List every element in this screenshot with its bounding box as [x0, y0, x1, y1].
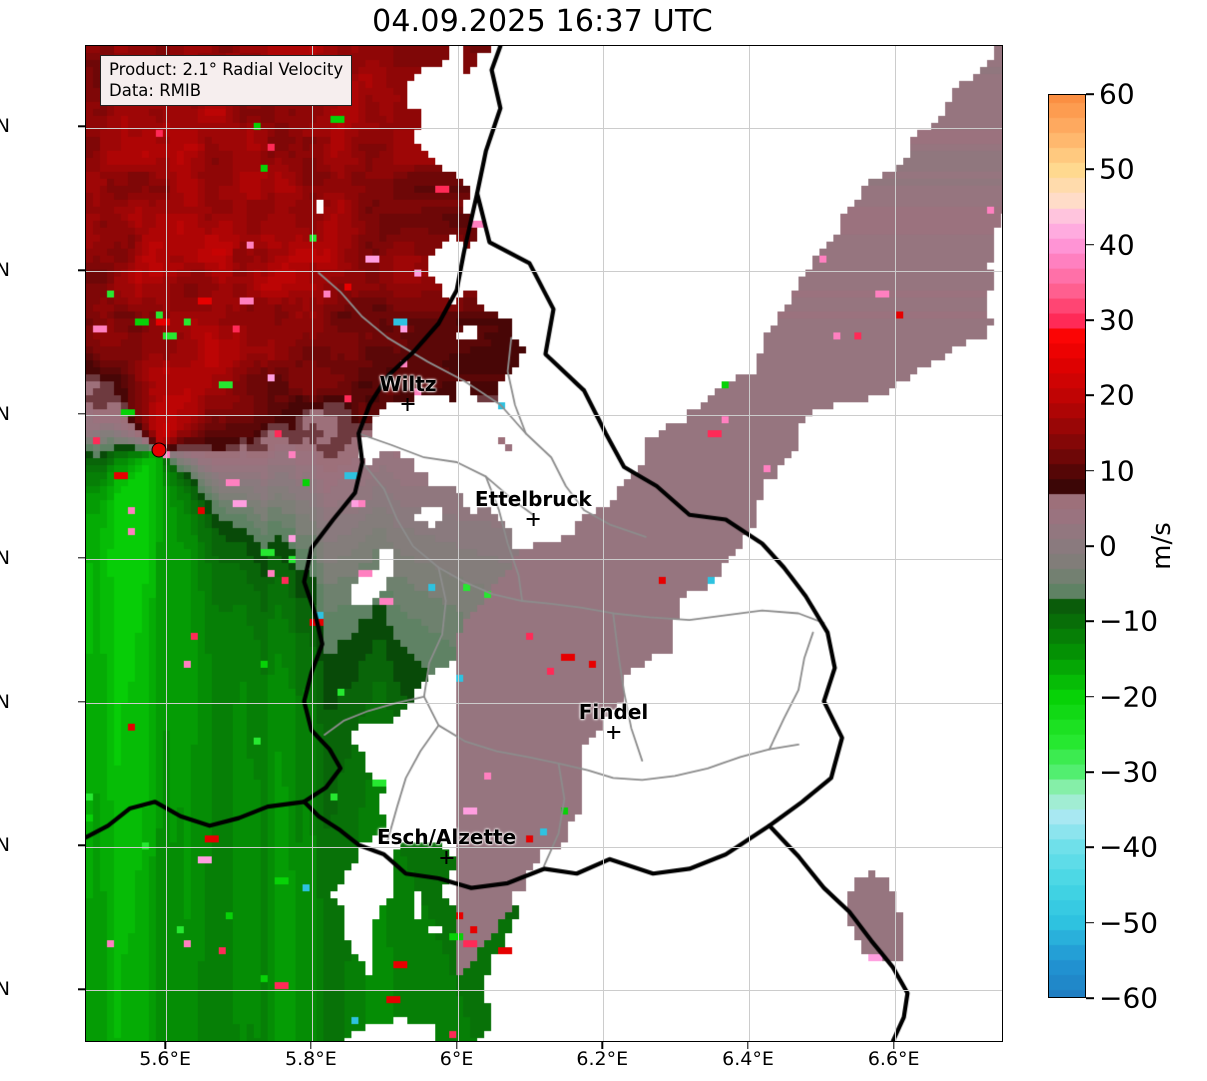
colorbar-tick-mark: [1086, 93, 1094, 95]
colorbar-tick-label: −60: [1099, 981, 1159, 1015]
ytick-label: 49.8°N: [0, 546, 10, 569]
ytick-mark: [78, 269, 85, 271]
ytick-mark: [78, 557, 85, 559]
ytick-label: 49.95°N: [0, 403, 10, 426]
colorbar-tick-mark: [1086, 243, 1094, 246]
ytick-label: 49.65°N: [0, 690, 10, 713]
page-title: 04.09.2025 16:37 UTC: [372, 4, 713, 39]
colorbar-tick-mark: [1086, 846, 1094, 849]
colorbar-tick-label: 0: [1099, 529, 1117, 563]
colorbar-tick-mark: [1086, 771, 1094, 773]
colorbar-gradient: [1049, 95, 1085, 997]
info-data-line: Data: RMIB: [109, 81, 202, 101]
colorbar-tick-mark: [1086, 394, 1094, 397]
info-box: Product: 2.1° Radial Velocity Data: RMIB: [100, 55, 353, 107]
colorbar-tick-mark: [1086, 695, 1094, 698]
colorbar-tick-label: −10: [1099, 604, 1159, 638]
ytick-label: 49.5°N: [0, 834, 10, 857]
colorbar-tick-mark: [1086, 168, 1094, 171]
ytick-label: 50.25°N: [0, 115, 10, 138]
colorbar-tick-mark: [1086, 620, 1094, 623]
colorbar-unit-label: m/s: [1147, 522, 1177, 570]
colorbar-tick-label: 30: [1099, 303, 1135, 337]
ytick-label: 49.35°N: [0, 978, 10, 1001]
colorbar-tick-mark: [1086, 545, 1094, 547]
colorbar-tick-label: −40: [1099, 830, 1159, 864]
radar-site-marker-icon: [151, 442, 167, 458]
colorbar-tick-label: 10: [1099, 454, 1135, 488]
colorbar-tick-mark: [1086, 469, 1094, 472]
colorbar-tick-label: 20: [1099, 378, 1135, 412]
colorbar-tick-label: −50: [1099, 906, 1159, 940]
radar-reflectivity-canvas: [86, 46, 1002, 1041]
ytick-mark: [78, 988, 85, 990]
colorbar[interactable]: [1048, 94, 1086, 998]
xtick-mark: [601, 1042, 603, 1049]
ytick-mark: [78, 700, 85, 703]
xtick-label: 6.4°E: [722, 1048, 774, 1070]
colorbar-tick-mark: [1086, 921, 1094, 924]
colorbar-tick-label: −20: [1099, 680, 1159, 714]
radar-map-plot[interactable]: Wiltz Ettelbruck Findel Esch/Alzette Produc…: [85, 45, 1003, 1042]
xtick-mark: [747, 1042, 749, 1049]
ytick-mark: [78, 844, 85, 847]
xtick-label: 6.2°E: [576, 1048, 629, 1070]
colorbar-tick-label: 40: [1099, 228, 1135, 262]
xtick-label: 6.6°E: [867, 1048, 920, 1070]
ytick-mark: [78, 413, 85, 415]
xtick-label: 5.8°E: [284, 1048, 337, 1070]
xtick-label: 6°E: [439, 1048, 474, 1070]
colorbar-tick-mark: [1086, 997, 1094, 999]
ytick-label: 50.1°N: [0, 259, 10, 282]
colorbar-tick-label: −30: [1099, 755, 1159, 789]
xtick-mark: [310, 1042, 312, 1049]
colorbar-tick-label: 50: [1099, 152, 1135, 186]
ytick-mark: [78, 125, 85, 128]
colorbar-tick-mark: [1086, 319, 1094, 321]
xtick-mark: [893, 1042, 895, 1049]
info-product-line: Product: 2.1° Radial Velocity: [109, 60, 344, 79]
colorbar-tick-label: 60: [1099, 77, 1135, 111]
xtick-label: 5.6°E: [139, 1048, 192, 1070]
xtick-mark: [455, 1042, 458, 1049]
xtick-mark: [164, 1042, 166, 1049]
